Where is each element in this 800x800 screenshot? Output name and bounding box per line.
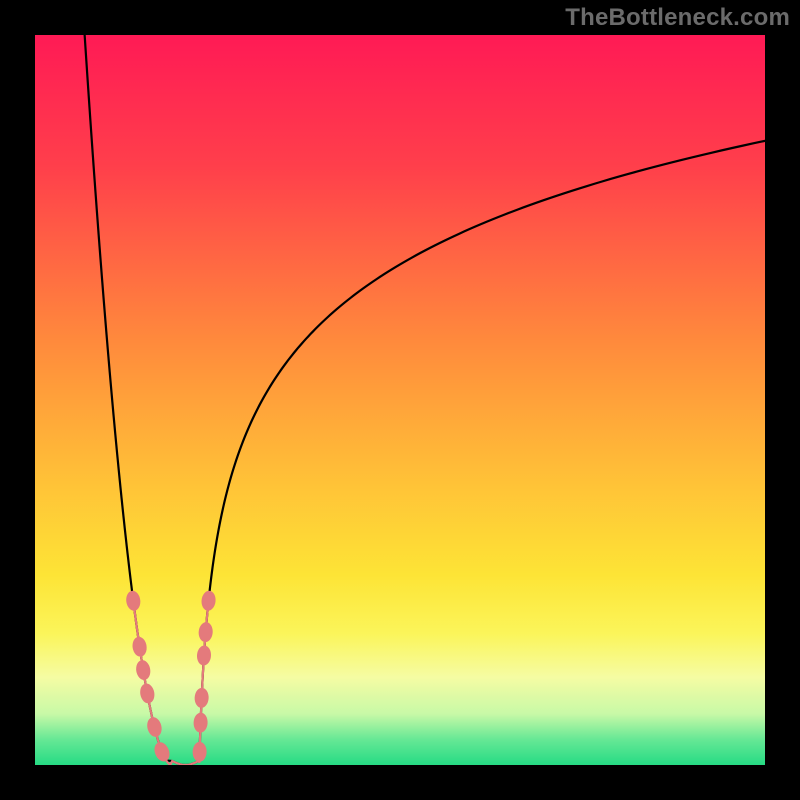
plot-gradient-background <box>35 35 765 765</box>
bottleneck-chart <box>0 0 800 800</box>
watermark-text: TheBottleneck.com <box>565 4 790 32</box>
